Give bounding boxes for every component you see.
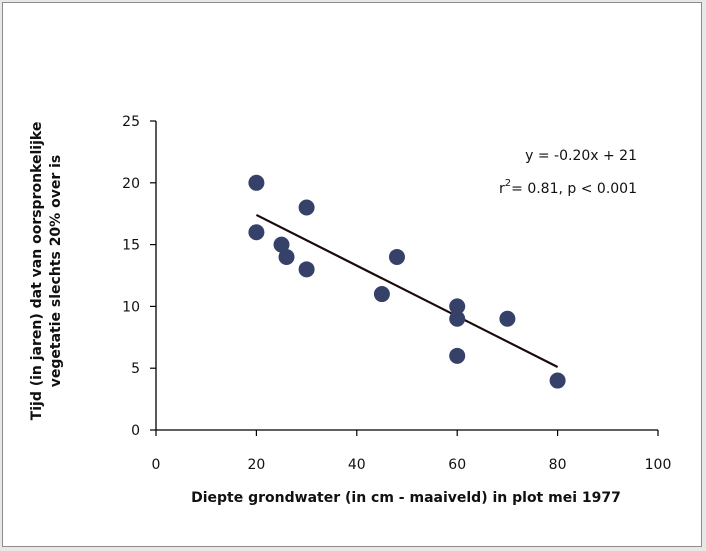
data-point — [549, 372, 566, 389]
trendline — [255, 213, 559, 368]
stats-text: = 0.81, p < 0.001 — [511, 181, 637, 197]
y-axis-title-line-2: vegetatie slechts 20% over is — [48, 155, 64, 387]
x-tick-label: 40 — [348, 457, 366, 473]
data-point — [248, 174, 265, 191]
data-point — [388, 248, 405, 265]
x-tick-label: 20 — [247, 457, 265, 473]
y-tick-label: 5 — [131, 361, 140, 377]
data-point — [298, 199, 315, 216]
data-point — [248, 224, 265, 241]
data-point — [449, 298, 466, 315]
data-point — [298, 261, 315, 278]
y-tick-label: 25 — [122, 114, 140, 130]
x-tick-label: 60 — [448, 457, 466, 473]
y-axis-title: Tijd (in jaren) dat van oorspronkelijke … — [29, 122, 64, 421]
data-point — [373, 286, 390, 303]
r-superscript: 2 — [505, 178, 511, 189]
x-tick-label: 100 — [645, 457, 672, 473]
data-point — [449, 310, 466, 327]
x-tick-label: 80 — [549, 457, 567, 473]
y-tick-label: 10 — [122, 299, 140, 315]
regression-equation: y = -0.20x + 21 — [525, 148, 637, 164]
data-points — [248, 174, 566, 389]
data-point — [449, 347, 466, 364]
tick-labels: 0 20 40 60 80 100 0 5 10 15 20 25 — [122, 114, 671, 473]
data-point — [499, 310, 516, 327]
y-tick-label: 0 — [131, 423, 140, 439]
data-point — [278, 248, 295, 265]
scatter-chart: Tijd (in jaren) dat van oorspronkelijke … — [29, 114, 671, 506]
y-tick-label: 15 — [122, 238, 140, 254]
data-point — [273, 236, 290, 253]
y-tick-label: 20 — [122, 176, 140, 192]
r-symbol: r — [499, 181, 505, 197]
y-axis-title-line-1: Tijd (in jaren) dat van oorspronkelijke — [29, 122, 45, 421]
regression-stats: r2= 0.81, p < 0.001 — [499, 178, 637, 197]
x-axis-title: Diepte grondwater (in cm - maaiveld) in … — [191, 490, 621, 506]
axis-ticks — [150, 120, 659, 436]
x-tick-label: 0 — [152, 457, 161, 473]
